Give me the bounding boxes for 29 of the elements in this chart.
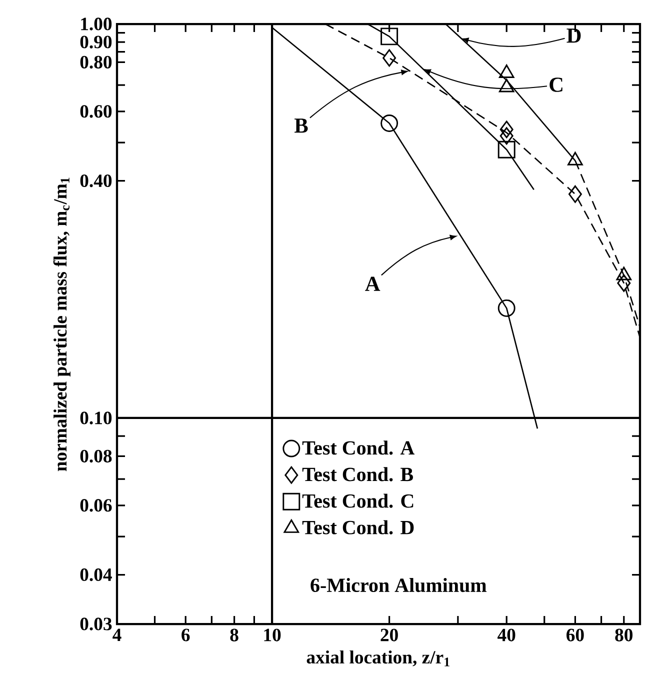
y-tick-label: 0.04 [80,568,112,582]
x-tick-label: 10 [264,628,281,642]
y-tick-label: 0.08 [80,450,112,463]
x-tick-label: 20 [380,628,398,642]
legend-label: Test Cond. A [302,440,415,455]
legend-label: Test Cond. D [302,520,414,534]
y-tick-label: 0.10 [80,412,112,424]
x-tick-label: 6 [182,628,190,642]
y-tick-label: 0.80 [80,56,112,69]
annotation: B [294,118,308,133]
x-tick-label: 60 [566,628,584,642]
x-tick-label: 40 [498,628,516,642]
y-tick-label: 0.60 [80,105,112,118]
annotation: A [365,276,380,291]
annotation: C [550,78,562,92]
y-tick-label: 0.90 [80,36,112,48]
y-tick-label: 0.40 [80,174,112,188]
x-axis-title: axial location, z/r$_{1}$ [306,650,450,666]
y-tick-label: 0.03 [80,618,112,630]
y-axis-title: normalized particle mass flux, m$_{c}$/m$_{1}$ [53,178,70,472]
y-tick-label: 1.00 [81,18,112,30]
annotation: 6-Micron Aluminum [310,578,486,592]
y-tick-label: 0.06 [80,499,112,512]
legend-label: Test Cond. B [302,467,413,482]
x-tick-label: 80 [615,628,632,642]
legend-label: Test Cond. C [302,494,414,508]
x-tick-label: 4 [112,628,122,641]
x-tick-label: 8 [230,628,238,642]
annotation: D [566,28,581,43]
